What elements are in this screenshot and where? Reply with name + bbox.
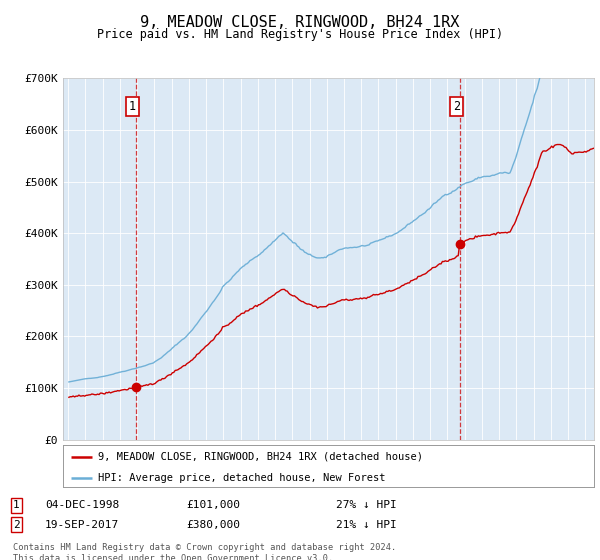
Text: 27% ↓ HPI: 27% ↓ HPI — [336, 500, 397, 510]
Text: 19-SEP-2017: 19-SEP-2017 — [45, 520, 119, 530]
Text: 21% ↓ HPI: 21% ↓ HPI — [336, 520, 397, 530]
Text: £101,000: £101,000 — [186, 500, 240, 510]
Text: 04-DEC-1998: 04-DEC-1998 — [45, 500, 119, 510]
Text: 2: 2 — [453, 100, 460, 113]
Text: HPI: Average price, detached house, New Forest: HPI: Average price, detached house, New … — [98, 473, 385, 483]
Text: 9, MEADOW CLOSE, RINGWOOD, BH24 1RX: 9, MEADOW CLOSE, RINGWOOD, BH24 1RX — [140, 15, 460, 30]
Text: Contains HM Land Registry data © Crown copyright and database right 2024.
This d: Contains HM Land Registry data © Crown c… — [13, 543, 397, 560]
Text: Price paid vs. HM Land Registry's House Price Index (HPI): Price paid vs. HM Land Registry's House … — [97, 28, 503, 41]
Text: £380,000: £380,000 — [186, 520, 240, 530]
Text: 9, MEADOW CLOSE, RINGWOOD, BH24 1RX (detached house): 9, MEADOW CLOSE, RINGWOOD, BH24 1RX (det… — [98, 451, 422, 461]
Text: 1: 1 — [129, 100, 136, 113]
Text: 1: 1 — [13, 500, 20, 510]
Text: 2: 2 — [13, 520, 20, 530]
